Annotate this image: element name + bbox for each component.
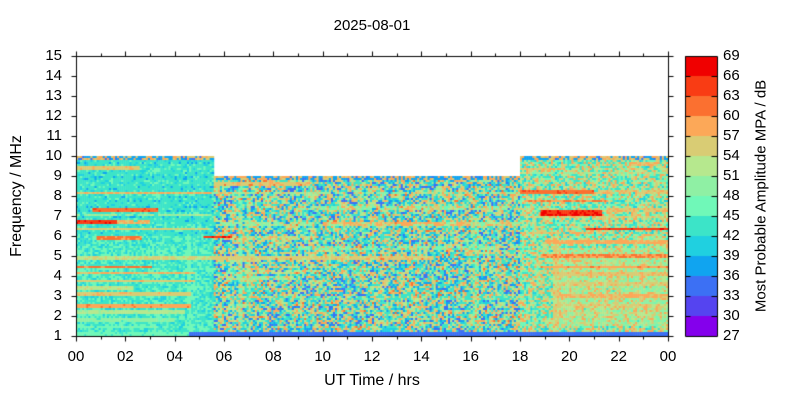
- x-tick-label: 22: [610, 348, 627, 365]
- colorbar-tick-label: 42: [723, 227, 740, 244]
- x-axis-title: UT Time / hrs: [324, 372, 420, 389]
- x-tick-label: 14: [412, 348, 430, 365]
- x-tick-label: 00: [67, 348, 85, 365]
- y-tick-label: 3: [53, 287, 62, 304]
- colorbar-tick-label: 51: [723, 167, 740, 184]
- y-tick-label: 13: [45, 87, 62, 104]
- y-tick-label: 5: [53, 247, 62, 264]
- colorbar-tick-label: 66: [723, 67, 740, 84]
- y-tick-label: 4: [53, 267, 62, 284]
- y-tick-label: 10: [45, 147, 62, 164]
- colorbar-tick-label: 33: [723, 287, 740, 304]
- colorbar-tick-label: 48: [723, 187, 740, 204]
- x-tick-label: 16: [462, 348, 479, 365]
- colorbar-tick-label: 27: [723, 327, 740, 344]
- colorbar-tick-label: 69: [723, 47, 740, 64]
- y-tick-label: 7: [53, 207, 62, 224]
- y-tick-label: 8: [53, 187, 62, 204]
- colorbar-tick-label: 45: [723, 207, 740, 224]
- colorbar-tick-label: 30: [723, 307, 740, 324]
- colorbar-tick-label: 57: [723, 127, 740, 144]
- chart-title: 2025-08-01: [333, 17, 411, 34]
- y-tick-label: 6: [53, 227, 62, 244]
- x-tick-label: 18: [511, 348, 529, 365]
- colorbar-tick-label: 36: [723, 267, 740, 284]
- y-axis-title: Frequency / MHz: [8, 135, 25, 257]
- x-tick-label: 04: [166, 348, 183, 365]
- x-tick-label: 00: [659, 348, 677, 365]
- colorbar-tick-label: 60: [723, 107, 740, 124]
- x-tick-label: 08: [264, 348, 282, 365]
- y-tick-label: 14: [45, 67, 62, 84]
- colorbar-tick-label: 54: [723, 147, 740, 164]
- y-tick-label: 2: [53, 307, 62, 324]
- y-tick-label: 9: [53, 167, 62, 184]
- x-tick-label: 02: [116, 348, 134, 365]
- y-tick-label: 15: [45, 47, 62, 64]
- colorbar-tick-label: 63: [723, 87, 740, 104]
- y-tick-label: 11: [46, 127, 62, 144]
- y-tick-label: 12: [45, 107, 62, 124]
- y-tick-label: 1: [53, 327, 62, 344]
- x-tick-label: 12: [363, 348, 381, 365]
- x-tick-label: 10: [314, 348, 331, 365]
- x-tick-label: 20: [560, 348, 578, 365]
- colorbar-tick-label: 39: [723, 247, 740, 264]
- x-tick-label: 06: [215, 348, 233, 365]
